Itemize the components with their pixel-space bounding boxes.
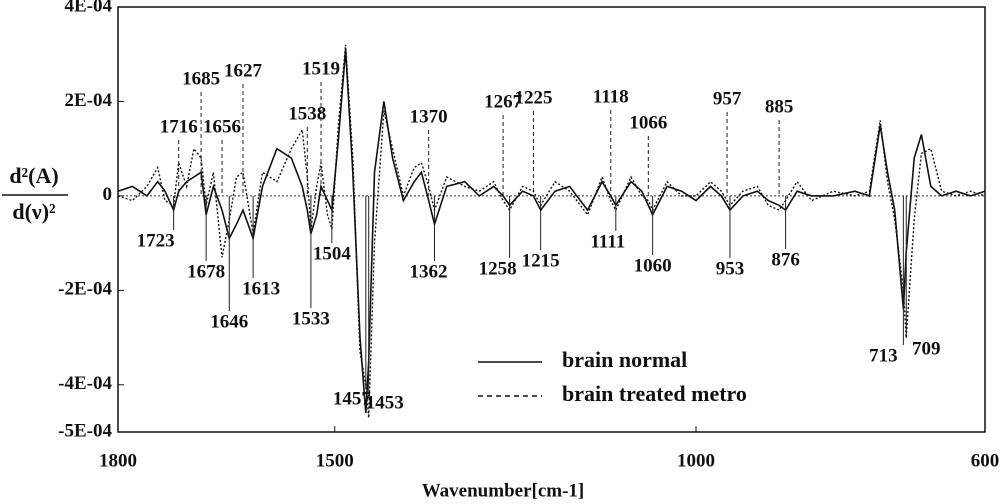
- peak-label: 1370: [410, 106, 448, 127]
- legend-label: brain treated metro: [562, 381, 747, 406]
- peak-label: 1613: [242, 278, 280, 299]
- y-tick-label: -2E-04: [58, 279, 112, 300]
- peak-label: 957: [713, 88, 742, 109]
- series-line: [117, 44, 986, 418]
- series-line: [117, 49, 986, 414]
- y-axis-label-denominator: d(ν)²: [12, 199, 56, 224]
- peak-label: 709: [912, 338, 941, 359]
- y-tick-label: -5E-04: [58, 420, 112, 441]
- peak-label: 1504: [313, 243, 352, 264]
- peak-label: 876: [771, 249, 800, 270]
- peak-label: 953: [716, 258, 745, 279]
- peak-label: 1716: [160, 116, 198, 137]
- x-tick-label: 1500: [316, 450, 354, 471]
- plot-frame: [117, 6, 986, 433]
- peak-label: 1538: [288, 103, 326, 124]
- legend-label: brain normal: [562, 347, 687, 372]
- peak-label: 1457: [333, 388, 372, 409]
- peak-label: 1215: [522, 250, 560, 271]
- peak-label: 1453: [366, 392, 404, 413]
- peak-label: 1258: [479, 258, 517, 279]
- y-tick-label: 0: [103, 184, 113, 205]
- x-tick-label: 600: [971, 450, 1000, 471]
- x-tick-label: 1000: [677, 450, 715, 471]
- peak-label: 1656: [203, 116, 241, 137]
- peak-label: 1685: [182, 68, 220, 89]
- peak-label: 1060: [634, 255, 672, 276]
- peak-label: 1066: [629, 112, 667, 133]
- peak-label: 1362: [409, 261, 447, 282]
- peak-label: 1267: [484, 91, 523, 112]
- peak-label: 1646: [210, 311, 248, 332]
- y-axis-label-numerator: d²(A): [9, 163, 58, 188]
- peak-label: 885: [765, 96, 794, 117]
- y-tick-label: 2E-04: [65, 90, 113, 111]
- peak-label: 1519: [302, 58, 340, 79]
- peak-label: 1118: [593, 86, 629, 107]
- peak-label: 1627: [224, 60, 263, 81]
- peak-label: 1723: [137, 230, 175, 251]
- x-axis-label: Wavenumber[cm-1]: [422, 480, 585, 501]
- x-tick-label: 1800: [99, 450, 137, 471]
- peak-label: 1111: [590, 231, 625, 252]
- peak-label: 713: [869, 345, 898, 366]
- peak-label: 1225: [514, 87, 552, 108]
- peak-label: 1678: [187, 261, 225, 282]
- peak-label: 1533: [292, 308, 330, 329]
- y-tick-label: 4E-04: [65, 0, 113, 16]
- y-tick-label: -4E-04: [58, 373, 112, 394]
